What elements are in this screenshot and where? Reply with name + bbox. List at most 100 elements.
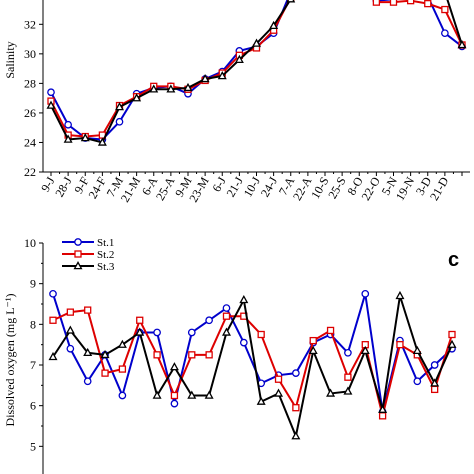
y-tick-label: 32 — [24, 17, 36, 31]
legend-item: St.3 — [62, 261, 115, 273]
data-point — [308, 345, 318, 355]
data-point — [234, 54, 244, 64]
data-point — [424, 0, 432, 8]
data-point — [132, 93, 142, 102]
data-point — [97, 137, 107, 146]
legend-item: St.1 — [62, 237, 114, 249]
data-point — [252, 38, 261, 47]
legend-label: St.1 — [97, 237, 114, 249]
data-point — [183, 82, 193, 92]
data-point — [217, 71, 227, 80]
data-point — [65, 325, 75, 334]
series-st3 — [48, 290, 457, 440]
data-point — [343, 386, 353, 395]
data-point — [360, 345, 370, 355]
data-point — [395, 290, 405, 300]
data-point — [63, 134, 73, 143]
data-point — [46, 100, 56, 109]
data-point — [64, 120, 72, 129]
data-point — [153, 328, 161, 337]
series-st2 — [49, 306, 456, 420]
data-point — [205, 351, 213, 359]
data-point — [83, 347, 93, 357]
y-tick-label: 30 — [24, 47, 36, 61]
data-point — [344, 373, 352, 381]
data-point — [118, 391, 127, 400]
y-tick-label: 34 — [24, 0, 36, 2]
data-point — [222, 304, 231, 312]
data-point — [326, 326, 335, 335]
y-tick-label: 24 — [24, 135, 36, 149]
y-tick-label: 8 — [30, 317, 36, 331]
data-point — [256, 396, 266, 405]
data-point — [378, 404, 388, 413]
data-point — [406, 0, 415, 5]
data-point — [222, 312, 231, 320]
data-point — [101, 369, 109, 377]
data-point — [344, 348, 352, 357]
y-tick-label: 22 — [24, 165, 36, 179]
data-point — [187, 390, 197, 399]
data-point — [135, 327, 145, 336]
data-point — [166, 84, 176, 93]
data-point — [48, 351, 58, 361]
data-point — [378, 412, 387, 420]
legend-label: St.3 — [97, 261, 115, 273]
data-point — [239, 294, 249, 304]
data-point — [412, 345, 422, 355]
data-point — [274, 375, 283, 383]
data-point — [169, 362, 179, 371]
data-point — [274, 388, 284, 397]
data-point — [372, 0, 381, 6]
legend-marker — [73, 261, 83, 270]
y-tick-label: 10 — [24, 236, 36, 250]
data-point — [170, 391, 179, 400]
data-point — [118, 365, 127, 373]
data-point — [309, 336, 317, 345]
data-point — [66, 344, 75, 353]
data-point — [149, 84, 159, 93]
data-point — [441, 5, 449, 14]
data-point — [286, 0, 296, 3]
y-tick-label: 9 — [30, 277, 36, 291]
legend: St.1St.2St.3 — [62, 237, 115, 273]
data-point — [49, 289, 57, 298]
data-point — [205, 316, 213, 325]
data-point — [136, 316, 144, 324]
data-point — [66, 308, 74, 316]
data-point — [49, 316, 57, 324]
y-tick-label: 28 — [24, 76, 36, 90]
data-point — [447, 339, 457, 348]
y-tick-label: 7 — [30, 358, 36, 372]
data-point — [153, 351, 161, 359]
data-point — [80, 133, 90, 142]
data-point — [430, 378, 440, 387]
salinity-chart: 222426283032349-J28-J9-F24-F7-M21-M6-A25… — [3, 0, 470, 205]
data-point — [292, 369, 300, 377]
legend-label: St.2 — [97, 249, 114, 261]
data-point — [239, 338, 248, 347]
series-line — [52, 295, 453, 440]
data-point — [83, 377, 92, 386]
data-point — [431, 385, 439, 394]
data-point — [47, 88, 55, 97]
data-point — [200, 74, 210, 83]
y-axis-label: Dissolved oxygen (mg L⁻¹) — [3, 294, 17, 427]
data-point — [448, 330, 456, 339]
x-tick-label: 9-J — [38, 174, 58, 194]
x-tick-label: 6-J — [209, 174, 229, 194]
legend-marker — [74, 238, 82, 246]
data-point — [430, 361, 439, 369]
data-point — [457, 40, 467, 49]
data-point — [413, 377, 422, 386]
data-point — [269, 20, 279, 30]
y-tick-label: 5 — [30, 439, 36, 453]
data-point — [115, 102, 124, 111]
data-point — [326, 388, 336, 397]
data-point — [441, 29, 449, 38]
legend-marker — [74, 250, 82, 258]
data-point — [170, 399, 179, 408]
series-st3 — [46, 0, 467, 146]
data-point — [188, 351, 196, 359]
